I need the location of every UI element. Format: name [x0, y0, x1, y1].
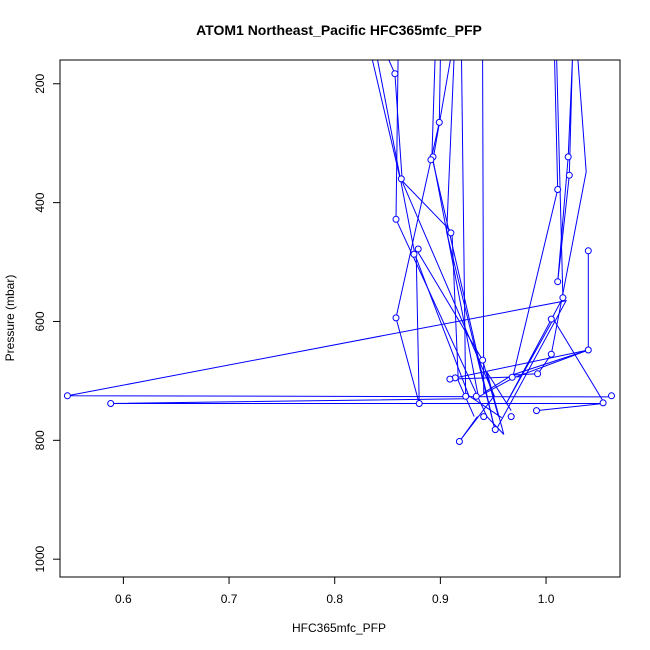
data-point: [547, 315, 555, 323]
data-point: [414, 245, 422, 253]
x-axis-label: HFC365mfc_PFP: [292, 621, 386, 635]
series-line-2: [377, 60, 502, 419]
data-point: [565, 171, 573, 179]
data-point: [392, 215, 400, 223]
x-tick-label: 0.6: [115, 592, 132, 606]
data-point: [491, 426, 499, 434]
y-tick-label: 800: [33, 430, 47, 450]
data-point: [446, 375, 454, 383]
data-point: [584, 346, 592, 354]
data-point: [584, 247, 592, 255]
chart-title: ATOM1 Northeast_Pacific HFC365mfc_PFP: [196, 22, 482, 38]
data-point: [554, 278, 562, 286]
series-line-13: [505, 60, 604, 405]
data-point: [397, 175, 405, 183]
data-point: [599, 399, 607, 407]
data-point: [415, 400, 423, 407]
data-point: [480, 413, 488, 421]
y-tick-label: 200: [33, 73, 47, 93]
y-tick-label: 400: [33, 192, 47, 212]
data-point: [559, 294, 567, 302]
y-axis: 200 400 600 800 1000: [33, 73, 61, 573]
series-line-14: [537, 60, 587, 375]
data-point: [547, 350, 555, 358]
data-point: [392, 314, 400, 322]
data-point: [472, 392, 480, 400]
data-point: [455, 438, 463, 445]
series-points: [63, 70, 615, 445]
data-point: [447, 229, 455, 237]
y-tick-label: 1000: [33, 546, 47, 573]
data-point: [107, 400, 115, 407]
data-point: [462, 392, 470, 400]
data-point: [508, 373, 516, 381]
data-point: [507, 413, 515, 421]
y-tick-label: 600: [33, 311, 47, 331]
data-point: [391, 70, 399, 78]
y-axis-label: Pressure (mbar): [3, 275, 17, 362]
series-line-8: [67, 60, 612, 433]
x-tick-label: 0.7: [221, 592, 238, 606]
data-point: [564, 153, 572, 161]
data-point: [608, 392, 615, 400]
data-point: [533, 407, 540, 415]
x-tick-label: 1.0: [538, 592, 555, 606]
data-point: [410, 250, 418, 258]
data-point: [479, 356, 487, 364]
data-point: [435, 118, 443, 126]
plot-frame: [59, 59, 621, 578]
data-point: [63, 392, 71, 400]
data-point: [534, 370, 542, 378]
data-point: [554, 186, 562, 193]
x-tick-label: 0.9: [432, 592, 449, 606]
series-line-11: [512, 60, 559, 376]
data-point: [427, 156, 435, 164]
series-line-4: [395, 60, 512, 435]
x-tick-label: 0.8: [326, 592, 343, 606]
